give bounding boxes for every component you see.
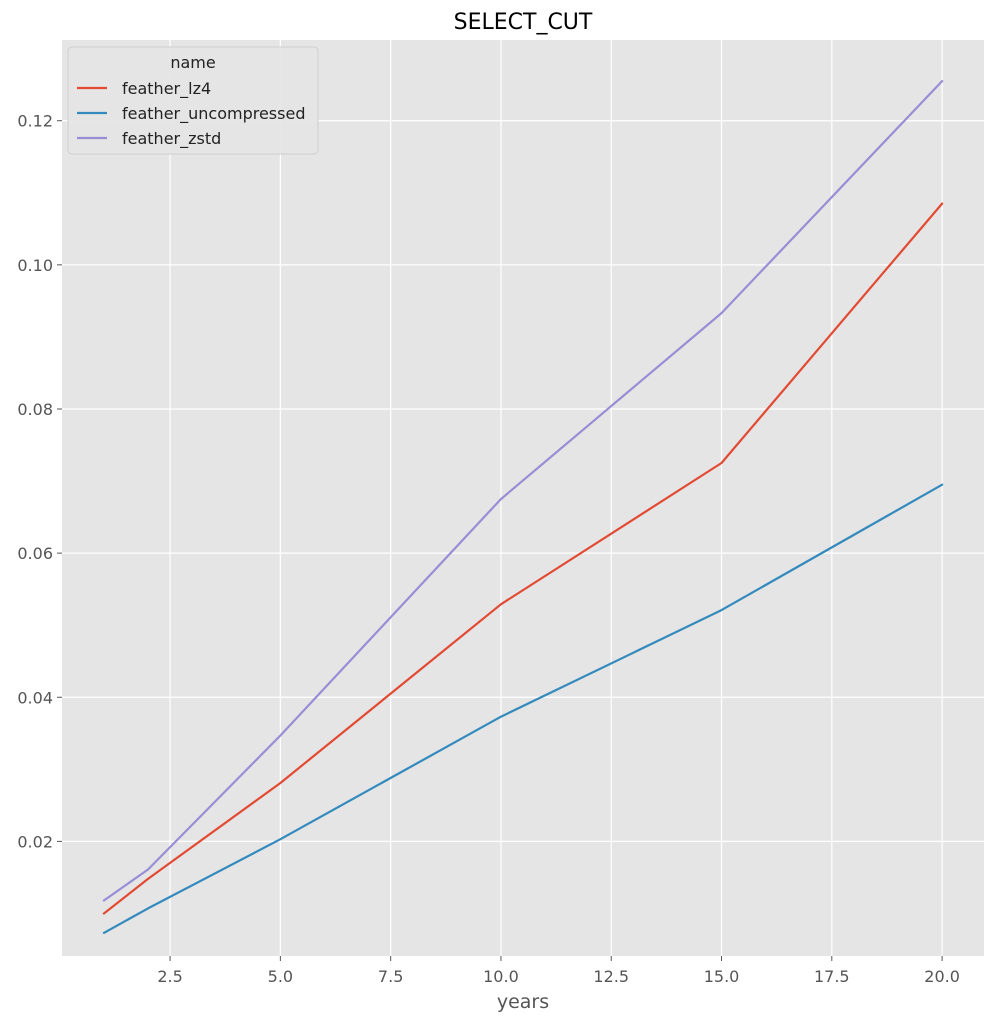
legend-label-feather-zstd: feather_zstd xyxy=(122,129,221,149)
y-tick-label: 0.04 xyxy=(17,688,53,707)
grid-lines xyxy=(62,40,984,956)
x-tick-label: 17.5 xyxy=(814,967,850,986)
x-axis-title: years xyxy=(497,991,549,1013)
x-tick-label: 10.0 xyxy=(483,967,519,986)
y-tick-label: 0.12 xyxy=(17,112,53,131)
y-tick-label: 0.06 xyxy=(17,544,53,563)
legend-box xyxy=(67,46,319,155)
series-line-feather-uncompressed xyxy=(102,483,944,935)
x-tick-label: 20.0 xyxy=(924,967,960,986)
plot-area xyxy=(62,40,984,956)
legend-label-feather-uncompressed: feather_uncompressed xyxy=(122,104,305,124)
series-line-feather-lz4 xyxy=(102,202,944,915)
series-lines xyxy=(102,79,944,935)
x-tick-label: 15.0 xyxy=(704,967,740,986)
legend-title: name xyxy=(170,53,215,72)
x-tick-label: 5.0 xyxy=(268,967,293,986)
x-tick-label: 7.5 xyxy=(378,967,403,986)
series-line-feather-zstd xyxy=(102,79,944,902)
legend-label-feather-lz4: feather_lz4 xyxy=(122,79,211,99)
chart-title: SELECT_CUT xyxy=(454,10,593,35)
x-tick-label: 12.5 xyxy=(593,967,629,986)
y-tick-label: 0.02 xyxy=(17,832,53,851)
y-tick-label: 0.08 xyxy=(17,400,53,419)
x-tick-label: 2.5 xyxy=(157,967,182,986)
axis-ticks: 2.5 5.0 7.5 10.0 12.5 15.0 17.5 20.0 0.02 0.04 0.0… xyxy=(17,112,960,986)
y-tick-label: 0.10 xyxy=(17,256,53,275)
legend-entries: feather_lz4 feather_uncompressed feather_z… xyxy=(77,79,305,149)
legend: name feather_lz4feather_uncompressedfeat… xyxy=(67,46,319,155)
